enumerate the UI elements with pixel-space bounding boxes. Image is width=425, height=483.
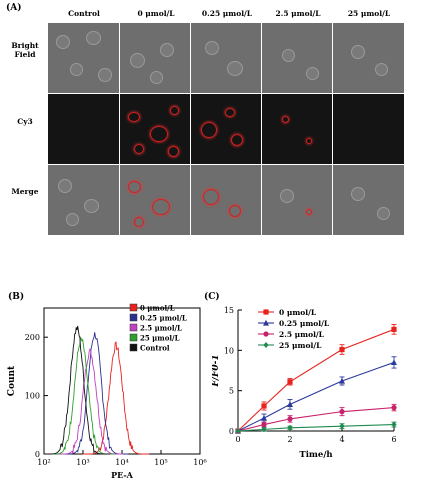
histogram-x-tick-label: 10³	[76, 458, 89, 467]
line-data-point	[339, 377, 345, 384]
row-header-bright-line1: Bright	[11, 41, 39, 50]
row-header-bright-line2: Field	[14, 50, 36, 59]
micrograph-cy3-0-25	[191, 94, 261, 164]
histogram-legend-swatch	[129, 313, 138, 322]
line-data-point	[263, 309, 269, 315]
line-legend-label: 0.25 μmol/L	[279, 319, 330, 328]
row-header-bright-field: Bright Field	[2, 41, 48, 59]
line-legend-label: 2.5 μmol/L	[279, 330, 325, 339]
line-data-point	[287, 416, 293, 422]
column-header-2-5: 2.5 μmol/L	[275, 9, 321, 18]
line-data-point	[263, 342, 269, 348]
line-x-tick-label: 2	[287, 435, 292, 444]
micrograph-cy3-0	[120, 94, 190, 164]
micrograph-bright-25	[333, 23, 404, 93]
histogram-legend-label: 25 μmol/L	[140, 334, 180, 343]
line-data-point	[261, 403, 267, 409]
panel-a-label: (A)	[6, 3, 22, 13]
line-data-point	[261, 421, 267, 428]
histogram-legend-label: 2.5 μmol/L	[140, 324, 182, 333]
histogram-legend-label: 0 μmol/L	[140, 304, 175, 313]
line-x-tick-label: 6	[391, 435, 396, 444]
line-data-point	[235, 428, 241, 434]
line-data-point	[263, 319, 269, 326]
line-data-point	[261, 414, 267, 421]
micrograph-merge-2-5	[262, 165, 332, 235]
line-data-point	[339, 409, 345, 415]
micrograph-cy3-25	[333, 94, 404, 164]
line-legend-label: 25 μmol/L	[279, 341, 322, 350]
column-header-0-25: 0.25 μmol/L	[201, 9, 253, 18]
row-header-merge: Merge	[11, 187, 39, 196]
line-data-point	[287, 401, 293, 407]
fluorescence-time-chart: 0 5 10 15 0 2 4 6 Time/h F/F0-1 0 μmol/L 0.25 μmol…	[212, 306, 397, 460]
line-data-point	[287, 424, 293, 431]
line-x-tick-label: 0	[235, 435, 240, 444]
histogram-x-tick-label: 10⁵	[154, 458, 167, 467]
line-data-point	[391, 405, 397, 411]
line-x-tick-label: 4	[339, 435, 344, 444]
histogram-legend-swatch	[129, 303, 138, 312]
histogram-y-tick-label: 0	[35, 450, 40, 459]
micrograph-bright-2-5	[262, 23, 332, 93]
histogram-x-tick-label: 10²	[37, 458, 50, 467]
micrograph-cy3-2-5	[262, 94, 332, 164]
histogram-y-label: Count	[7, 365, 17, 396]
flow-cytometry-histogram: 0 100 200 10² 10³ 10⁴ 10⁵ 10⁶ PE-A Count 0 μmol/L…	[7, 303, 207, 481]
micrograph-merge-0-25	[191, 165, 261, 235]
line-data-point	[263, 331, 269, 337]
column-header-0: 0 μmol/L	[137, 9, 175, 18]
panel-c-label: (C)	[204, 292, 220, 302]
line-y-label: F/F0-1	[212, 354, 221, 387]
line-data-point	[391, 326, 397, 332]
line-data-point	[287, 379, 293, 385]
histogram-legend-label: Control	[140, 344, 170, 353]
micrograph-bright-0	[120, 23, 190, 93]
row-header-cy3: Cy3	[17, 117, 33, 126]
micrograph-merge-0	[120, 165, 190, 235]
line-data-point	[261, 426, 267, 433]
panel-b-label: (B)	[8, 292, 25, 302]
micrograph-cy3-control	[48, 94, 119, 164]
line-data-point	[339, 423, 345, 430]
line-y-tick-label: 0	[229, 427, 234, 436]
histogram-x-label: PE-A	[111, 470, 134, 480]
line-data-point	[391, 421, 397, 428]
micrograph-merge-25	[333, 165, 404, 235]
histogram-x-tick-label: 10⁴	[115, 458, 128, 467]
histogram-legend-swatch	[129, 333, 138, 342]
micrograph-bright-control	[48, 23, 119, 93]
line-y-tick-label: 10	[224, 346, 234, 355]
line-x-label: Time/h	[299, 450, 332, 460]
column-header-25: 25 μmol/L	[347, 9, 391, 18]
line-y-tick-label: 15	[224, 306, 234, 315]
line-data-point	[391, 359, 397, 366]
histogram-x-tick-label: 10⁶	[193, 458, 206, 467]
column-header-control: Control	[68, 9, 100, 18]
histogram-y-tick-label: 200	[25, 333, 40, 342]
histogram-legend-swatch	[129, 323, 138, 332]
histogram-legend-swatch	[129, 343, 138, 352]
micrograph-bright-0-25	[191, 23, 261, 93]
histogram-legend-label: 0.25 μmol/L	[140, 314, 187, 323]
line-data-point	[339, 346, 345, 353]
line-series-path	[237, 361, 395, 432]
histogram-series-line	[82, 341, 150, 455]
histogram-series-line	[43, 325, 111, 455]
histogram-y-tick-label: 100	[25, 392, 40, 401]
micrograph-merge-control	[48, 165, 119, 235]
line-y-tick-label: 5	[229, 387, 234, 396]
line-legend-label: 0 μmol/L	[279, 308, 317, 317]
